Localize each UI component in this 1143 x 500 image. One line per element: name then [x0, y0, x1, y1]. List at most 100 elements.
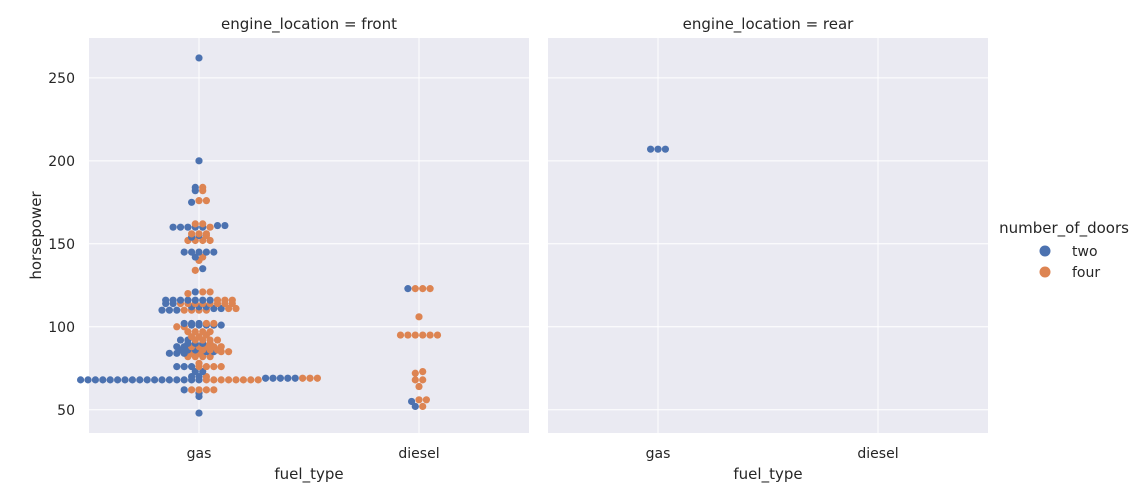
- swarm-point-four: [419, 331, 427, 339]
- swarm-point-two: [199, 367, 207, 376]
- panels-layer: 50 100 150 200 250 horsepower gas diesel fuel_ty…: [27, 15, 988, 484]
- swarm-point-two: [176, 296, 185, 304]
- swarm-point-four: [202, 363, 210, 371]
- swarm-point-four: [426, 331, 434, 339]
- swarm-point-four: [184, 328, 192, 336]
- swarm-point-two: [191, 183, 199, 191]
- swarm-point-four: [180, 306, 188, 314]
- swarm-point-four: [299, 374, 307, 382]
- swarm-point-four: [426, 285, 434, 293]
- swarm-point-four: [199, 236, 207, 245]
- swarm-point-two: [210, 304, 218, 313]
- y-tick-label: 250: [48, 71, 75, 87]
- swarm-point-four: [199, 328, 207, 336]
- swarm-point-two: [173, 306, 181, 314]
- panel-background: [89, 38, 529, 433]
- swarm-point-four: [396, 331, 405, 339]
- panel-background: [548, 38, 988, 433]
- swarm-point-two: [180, 386, 188, 394]
- swarm-point-two: [180, 248, 188, 256]
- swarm-point-four: [419, 402, 427, 411]
- swarm-point-four: [213, 296, 222, 304]
- swarm-point-two: [91, 376, 99, 384]
- swarm-point-two: [199, 265, 207, 273]
- swarm-point-two: [180, 376, 188, 384]
- swarm-point-two: [291, 374, 299, 382]
- swarm-point-four: [206, 328, 214, 336]
- swarm-point-four: [195, 359, 203, 367]
- swarm-point-four: [202, 230, 210, 238]
- swarm-point-two: [176, 336, 185, 344]
- swarm-point-two: [165, 376, 173, 384]
- swarm-point-two: [188, 363, 196, 371]
- swarm-point-two: [276, 374, 284, 382]
- panel-title: engine_location = rear: [683, 15, 855, 34]
- swarm-point-two: [151, 376, 159, 384]
- swarm-point-two: [188, 319, 196, 328]
- swarm-point-four: [415, 313, 423, 321]
- swarm-point-two: [77, 376, 85, 384]
- swarm-point-two: [191, 288, 199, 296]
- swarm-point-two: [206, 296, 214, 304]
- swarm-point-four: [199, 288, 207, 296]
- swarm-point-two: [121, 376, 129, 384]
- swarm-point-four: [419, 285, 427, 293]
- swarm-point-four: [217, 376, 225, 384]
- swarm-point-four: [313, 374, 321, 382]
- swarm-point-four: [191, 220, 199, 228]
- swarm-point-two: [210, 248, 218, 256]
- x-axis-label: fuel_type: [733, 465, 802, 484]
- swarm-point-four: [411, 331, 419, 339]
- swarm-point-four: [188, 386, 196, 394]
- swarm-point-two: [143, 376, 151, 384]
- panel-1: 50 100 150 200 250 horsepower gas diesel fuel_ty…: [27, 15, 529, 484]
- swarm-point-four: [206, 353, 214, 361]
- swarm-point-two: [217, 304, 225, 313]
- legend-marker-four: [1039, 266, 1051, 278]
- swarm-point-four: [221, 296, 229, 304]
- swarm-point-four: [232, 376, 240, 384]
- swarm-point-four: [173, 323, 181, 331]
- y-tick-label: 150: [48, 237, 75, 253]
- swarm-point-two: [199, 296, 207, 304]
- swarm-point-two: [173, 376, 181, 384]
- panel-title: engine_location = front: [221, 15, 397, 34]
- swarm-point-four: [228, 296, 236, 304]
- swarm-point-two: [173, 343, 181, 351]
- swarm-point-two: [169, 296, 177, 304]
- swarm-point-two: [191, 367, 199, 376]
- swarm-point-four: [188, 230, 196, 238]
- swarm-point-two: [195, 157, 203, 165]
- swarm-point-four: [411, 285, 419, 293]
- swarm-point-four: [195, 230, 203, 238]
- swarm-point-four: [415, 396, 423, 404]
- swarm-point-two: [188, 198, 196, 206]
- swarm-point-four: [206, 223, 214, 231]
- swarm-point-two: [158, 376, 166, 384]
- swarm-point-two: [213, 221, 222, 230]
- swarm-point-two: [408, 397, 416, 406]
- swarm-point-two: [184, 296, 192, 304]
- swarm-point-two: [158, 306, 166, 314]
- y-tick-label: 50: [57, 403, 75, 419]
- swarm-point-four: [210, 319, 218, 328]
- swarm-point-two: [176, 223, 185, 231]
- panel-2: gas diesel fuel_type engine_location = rear: [548, 15, 988, 484]
- swarm-point-two: [165, 306, 173, 314]
- swarm-point-four: [225, 304, 233, 313]
- swarm-point-two: [162, 296, 170, 304]
- swarm-point-four: [191, 328, 199, 336]
- swarm-point-two: [165, 349, 173, 357]
- swarm-point-four: [225, 348, 233, 356]
- swarm-point-four: [202, 197, 210, 205]
- swarm-point-two: [262, 374, 270, 382]
- swarm-point-two: [654, 145, 662, 153]
- legend-label-four: four: [1072, 265, 1100, 281]
- y-axis-label: horsepower: [27, 191, 45, 280]
- swarm-point-four: [195, 333, 203, 341]
- x-tick-label: gas: [187, 446, 212, 462]
- swarm-point-four: [217, 363, 225, 371]
- swarm-point-two: [188, 248, 196, 256]
